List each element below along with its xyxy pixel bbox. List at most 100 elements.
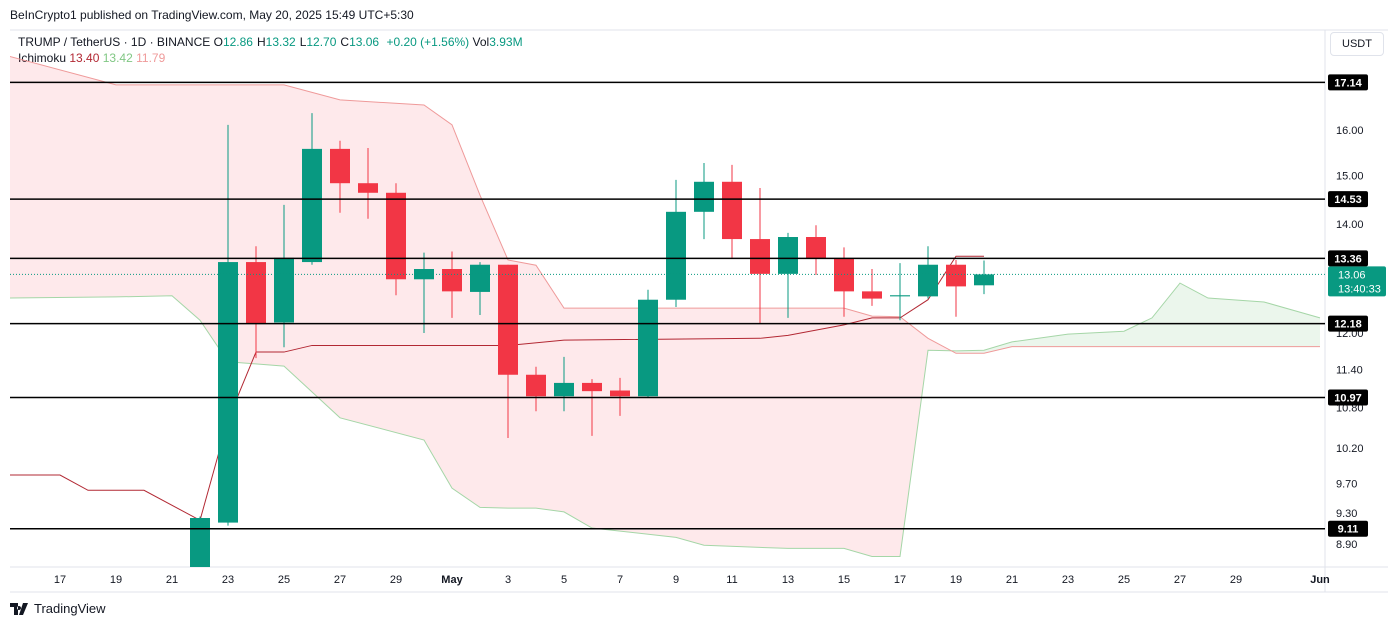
cloud-fill [956,350,984,354]
x-tick-label: 29 [1230,574,1242,586]
x-tick-label: 13 [782,574,794,586]
x-tick-label: 11 [726,574,737,586]
x-tick-label: 25 [278,574,290,586]
ohlc-key: H [256,35,266,49]
x-tick-label: 27 [1174,574,1186,586]
cloud-fill [116,84,172,297]
x-tick-label: 21 [166,574,178,586]
candle-body [722,181,742,240]
cloud-fill [1180,283,1208,347]
x-tick-label: 27 [334,574,346,586]
x-tick-label: 17 [894,574,906,586]
cloud-fill [200,84,228,362]
indicator-value: 13.42 [102,51,133,65]
footer-text: TradingView [34,601,106,616]
candle-body [330,148,350,184]
x-tick-label: 25 [1118,574,1130,586]
candle-body [918,264,938,297]
cloud-fill [676,308,704,546]
cloud-fill [564,308,592,528]
cloud-fill [172,84,200,321]
cloud-fill [900,316,928,557]
last-price-label: 13.06 [1338,269,1366,281]
logo [10,602,28,615]
base-line [10,255,984,522]
level-tag [1328,389,1368,406]
cloud-fill [1152,283,1180,347]
ohlc-value: 12.86 [222,35,253,49]
y-tick-label: 14.00 [1336,219,1364,231]
level-label: 13.36 [1334,253,1362,265]
y-tick-label: 12.00 [1336,328,1364,340]
level-label: 12.18 [1334,319,1362,331]
candle-body [246,262,266,324]
cloud-fill [592,308,676,538]
candle-body [582,382,602,392]
ohlc-key: C [340,35,350,49]
cloud-fill [284,84,340,418]
x-tick-label: 23 [222,574,234,586]
cloud-fill [872,316,900,557]
cloud-fill [452,124,480,508]
cloud-fill [1068,331,1124,347]
cloud-fill [228,84,284,367]
x-tick-label: 19 [110,574,122,586]
candle-body [610,390,630,397]
ohlc-value: 12.70 [306,35,337,49]
x-tick-label: May [441,574,463,586]
cloud-fill [508,259,536,509]
x-tick-label: 23 [1062,574,1074,586]
y-tick-label: 15.00 [1336,170,1364,182]
candle-body [274,257,294,323]
symbol: TRUMP / TetherUS · 1D · BINANCE [18,35,211,49]
x-tick-label: 15 [838,574,850,586]
indicator-value: 11.79 [136,51,166,65]
level-label: 9.11 [1338,524,1359,536]
candle-body [750,239,770,274]
candle-body [834,258,854,292]
cloud-fill [536,265,564,512]
last-price-tag [1328,266,1386,297]
candle-body [526,374,546,397]
change: +0.20 (+1.56%) [386,35,470,49]
x-tick-label: 21 [1006,574,1018,586]
candle-body [694,181,714,212]
currency-button[interactable]: USDT [1330,32,1384,56]
countdown: 13:40:33 [1338,283,1381,295]
candle-body [666,211,686,300]
candle-body [498,264,518,375]
level-label: 17.14 [1334,77,1362,89]
candle-body [386,192,406,280]
candle-body [890,295,910,297]
candle-body [806,237,826,259]
candle-body [218,262,238,523]
ohlc-key: L [299,35,307,49]
x-tick-label: 9 [673,574,679,586]
cloud-fill [1208,298,1264,347]
x-tick-label: 5 [561,574,567,586]
lead-b-line [10,56,1320,354]
level-label: 14.53 [1334,194,1362,206]
lead-a-line [10,282,1321,557]
cloud-fill [340,99,424,441]
candle-body [974,274,994,286]
ohlc-value: 13.06 [349,35,380,49]
y-tick-label: 9.30 [1336,508,1357,520]
footer: TradingView [10,601,106,616]
level-tag [1328,191,1368,208]
cloud-fill [704,308,788,549]
candle-body [638,299,658,397]
y-tick-label: 10.20 [1336,443,1364,455]
cloud-fill [1012,334,1068,347]
ohlc-value: 13.32 [265,35,296,49]
level-tag [1328,250,1368,267]
candle-body [442,269,462,292]
y-tick-label: 16.00 [1336,125,1364,137]
level-label: 10.97 [1334,392,1362,404]
level-tag [1328,520,1368,537]
candle-body [778,237,798,274]
y-tick-label: 9.70 [1336,478,1357,490]
ohlc: O12.86 H13.32 L12.70 C13.06 [214,35,384,49]
